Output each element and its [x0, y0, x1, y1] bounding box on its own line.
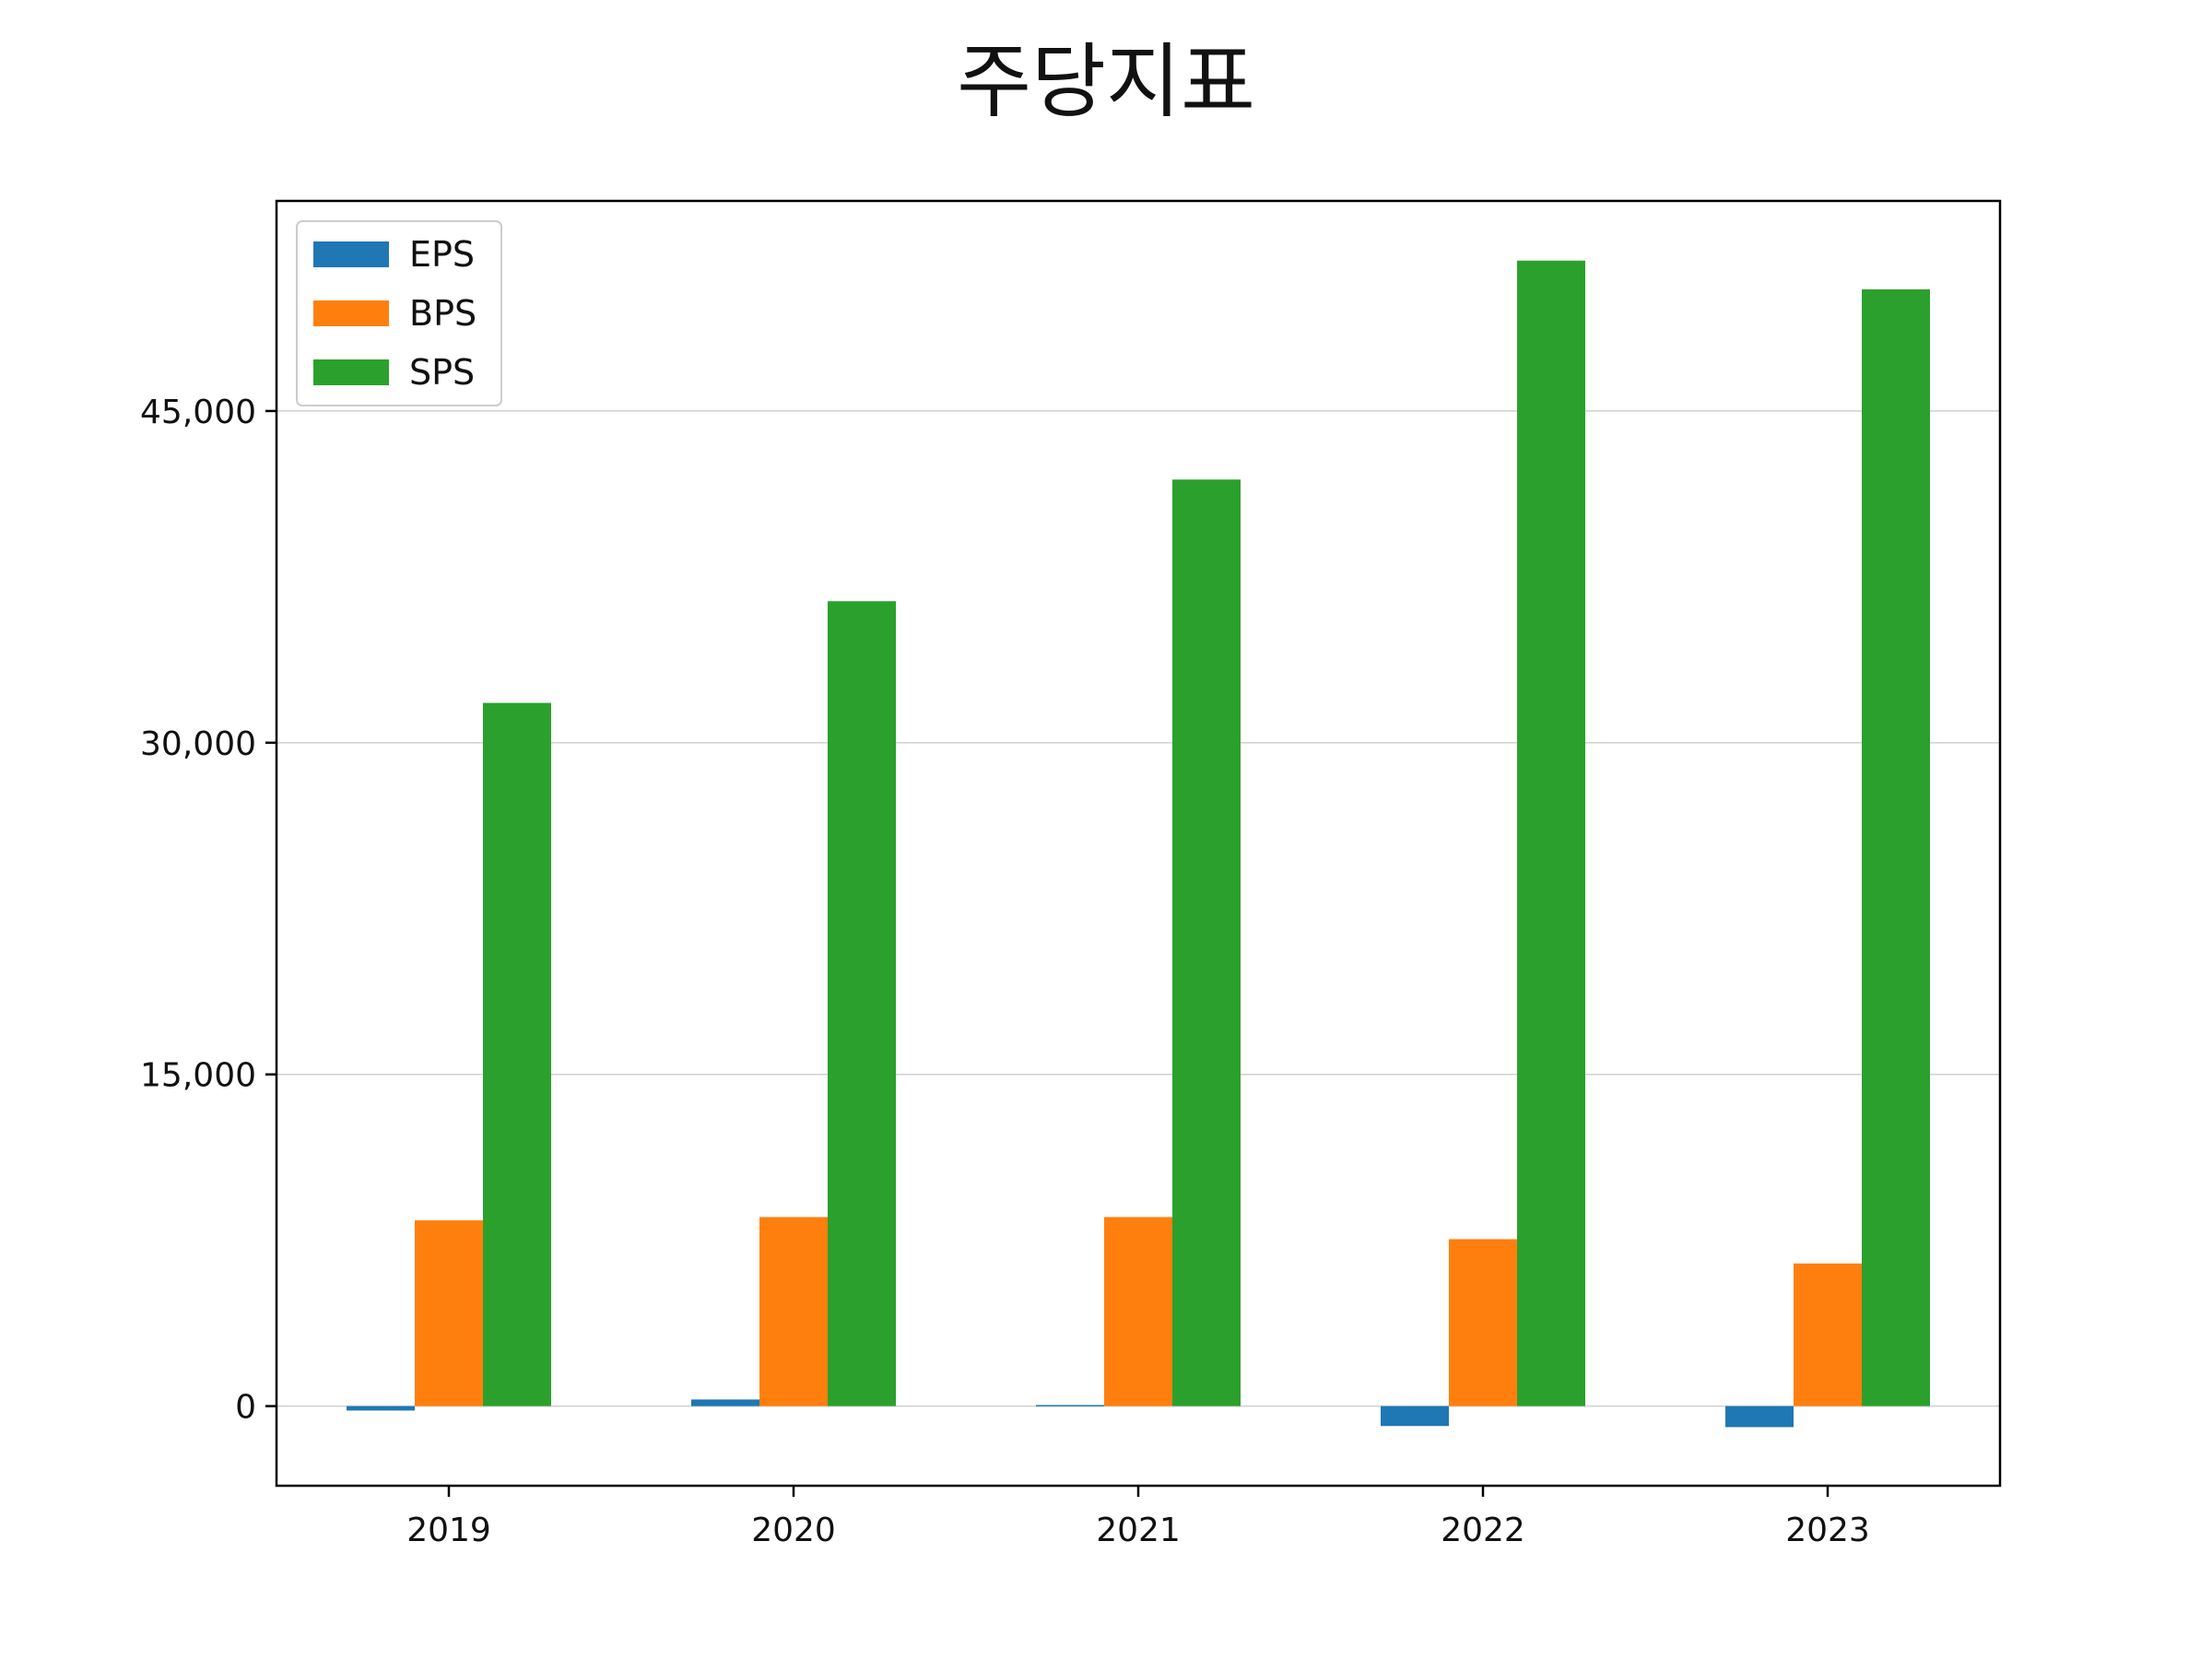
bar-eps-2019 [347, 1406, 415, 1411]
y-tick-label: 15,000 [140, 1057, 256, 1095]
bar-bps-2020 [759, 1217, 828, 1406]
legend: EPS BPS SPS [296, 220, 502, 406]
legend-label-sps: SPS [409, 352, 475, 393]
bar-sps-2023 [1862, 288, 1930, 1406]
bar-sps-2020 [828, 601, 896, 1406]
bars [347, 260, 1930, 1428]
y-tick-label: 0 [235, 1389, 256, 1427]
x-tick-label: 2021 [1096, 1512, 1181, 1549]
bar-eps-2020 [691, 1399, 759, 1406]
x-tick-label: 2023 [1785, 1512, 1870, 1549]
bar-bps-2022 [1449, 1239, 1517, 1406]
bar-bps-2023 [1794, 1263, 1862, 1406]
bar-sps-2021 [1172, 479, 1241, 1406]
legend-swatch-bps [313, 300, 389, 326]
y-tick-label: 30,000 [140, 725, 256, 763]
bar-eps-2023 [1725, 1406, 1794, 1428]
bar-sps-2019 [483, 702, 551, 1406]
legend-label-eps: EPS [409, 234, 475, 275]
axes: 0 15,000 30,000 45,000 2019 2020 2021 2022 2023 [140, 394, 1870, 1549]
x-tick-label: 2022 [1441, 1512, 1525, 1549]
bar-sps-2022 [1517, 260, 1585, 1406]
legend-label-bps: BPS [409, 293, 477, 334]
legend-swatch-sps [313, 359, 389, 385]
chart-title: 주당지표 [957, 34, 1255, 129]
legend-swatch-eps [313, 241, 389, 267]
bar-eps-2022 [1381, 1406, 1449, 1427]
x-tick-label: 2020 [751, 1512, 836, 1549]
bar-bps-2021 [1104, 1217, 1172, 1406]
bar-bps-2019 [415, 1220, 483, 1406]
x-tick-label: 2019 [406, 1512, 491, 1549]
grid-lines [276, 410, 2000, 1407]
bar-eps-2021 [1036, 1405, 1104, 1406]
y-tick-label: 45,000 [140, 394, 256, 431]
